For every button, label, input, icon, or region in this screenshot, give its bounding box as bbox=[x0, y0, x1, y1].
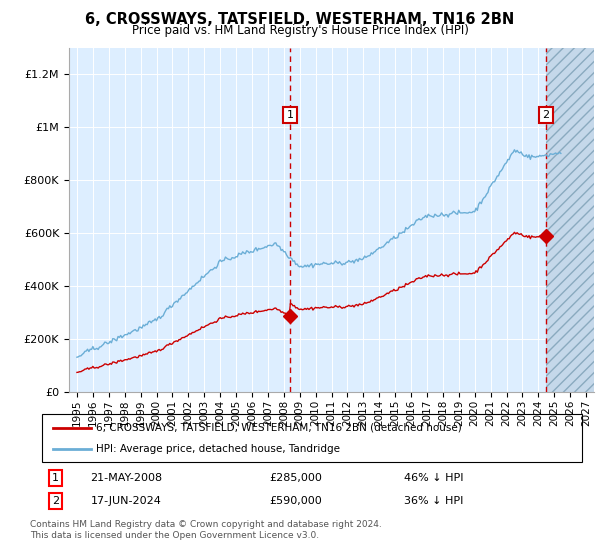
Text: 6, CROSSWAYS, TATSFIELD, WESTERHAM, TN16 2BN: 6, CROSSWAYS, TATSFIELD, WESTERHAM, TN16… bbox=[85, 12, 515, 27]
Text: 1: 1 bbox=[52, 473, 59, 483]
Text: 1: 1 bbox=[286, 110, 293, 120]
Bar bbox=[546, 48, 594, 392]
Text: 2: 2 bbox=[542, 110, 549, 120]
Text: Contains HM Land Registry data © Crown copyright and database right 2024.: Contains HM Land Registry data © Crown c… bbox=[30, 520, 382, 529]
Text: Price paid vs. HM Land Registry's House Price Index (HPI): Price paid vs. HM Land Registry's House … bbox=[131, 24, 469, 36]
Text: 2: 2 bbox=[52, 496, 59, 506]
Text: £285,000: £285,000 bbox=[269, 473, 322, 483]
Text: 36% ↓ HPI: 36% ↓ HPI bbox=[404, 496, 463, 506]
Text: This data is licensed under the Open Government Licence v3.0.: This data is licensed under the Open Gov… bbox=[30, 531, 319, 540]
Text: 17-JUN-2024: 17-JUN-2024 bbox=[91, 496, 161, 506]
Text: 21-MAY-2008: 21-MAY-2008 bbox=[91, 473, 163, 483]
Text: 46% ↓ HPI: 46% ↓ HPI bbox=[404, 473, 463, 483]
Text: £590,000: £590,000 bbox=[269, 496, 322, 506]
Text: 6, CROSSWAYS, TATSFIELD, WESTERHAM, TN16 2BN (detached house): 6, CROSSWAYS, TATSFIELD, WESTERHAM, TN16… bbox=[96, 423, 462, 433]
Text: HPI: Average price, detached house, Tandridge: HPI: Average price, detached house, Tand… bbox=[96, 444, 340, 454]
